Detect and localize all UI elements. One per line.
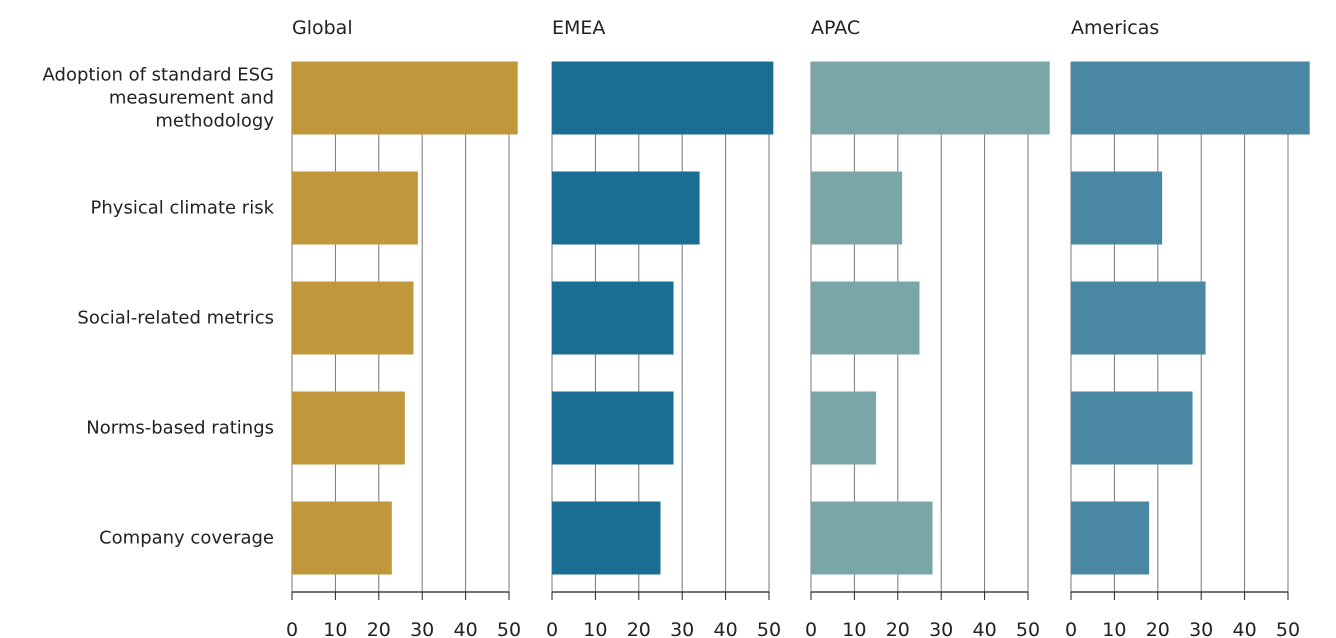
x-tick-label: 30 bbox=[410, 619, 434, 638]
x-tick-label: 20 bbox=[886, 619, 910, 638]
bar bbox=[811, 281, 920, 355]
x-tick-label: 0 bbox=[1065, 619, 1077, 638]
bar bbox=[1071, 391, 1193, 465]
x-tick-label: 30 bbox=[1189, 619, 1213, 638]
panel-title: EMEA bbox=[552, 17, 605, 39]
x-tick-label: 40 bbox=[1233, 619, 1257, 638]
category-label: Adoption of standard ESG measurement and… bbox=[42, 64, 274, 132]
x-tick-label: 50 bbox=[757, 619, 781, 638]
x-tick-label: 20 bbox=[1146, 619, 1170, 638]
x-tick-label: 40 bbox=[973, 619, 997, 638]
x-tick-label: 40 bbox=[454, 619, 478, 638]
panel-title: APAC bbox=[811, 17, 860, 39]
bar bbox=[811, 501, 933, 575]
category-label: Norms-based ratings bbox=[86, 417, 274, 439]
x-tick-label: 0 bbox=[286, 619, 298, 638]
x-tick-label: 20 bbox=[367, 619, 391, 638]
bar bbox=[552, 501, 661, 575]
bar bbox=[1071, 281, 1206, 355]
bar bbox=[552, 61, 774, 135]
x-tick-label: 0 bbox=[546, 619, 558, 638]
category-label: Company coverage bbox=[99, 527, 274, 549]
x-tick-label: 10 bbox=[1102, 619, 1126, 638]
bar bbox=[292, 501, 392, 575]
x-tick-label: 30 bbox=[670, 619, 694, 638]
x-tick-label: 50 bbox=[497, 619, 521, 638]
bar bbox=[1071, 61, 1310, 135]
category-label: Physical climate risk bbox=[90, 197, 274, 219]
bar bbox=[552, 171, 700, 245]
x-tick-label: 20 bbox=[627, 619, 651, 638]
bar bbox=[1071, 171, 1163, 245]
category-label: Social-related metrics bbox=[77, 307, 274, 329]
x-tick-label: 50 bbox=[1276, 619, 1300, 638]
bar bbox=[811, 61, 1050, 135]
bar bbox=[292, 171, 418, 245]
bar bbox=[292, 61, 518, 135]
x-tick-label: 10 bbox=[323, 619, 347, 638]
bar bbox=[1071, 501, 1150, 575]
panel-title: Global bbox=[292, 17, 353, 39]
bar bbox=[811, 171, 903, 245]
x-tick-label: 10 bbox=[842, 619, 866, 638]
bar bbox=[552, 391, 674, 465]
bar bbox=[811, 391, 877, 465]
bar bbox=[292, 391, 405, 465]
x-tick-label: 40 bbox=[714, 619, 738, 638]
x-tick-label: 50 bbox=[1016, 619, 1040, 638]
panel-title: Americas bbox=[1071, 17, 1159, 39]
bar bbox=[552, 281, 674, 355]
bar bbox=[292, 281, 414, 355]
x-tick-label: 30 bbox=[929, 619, 953, 638]
x-tick-label: 0 bbox=[805, 619, 817, 638]
x-tick-label: 10 bbox=[583, 619, 607, 638]
